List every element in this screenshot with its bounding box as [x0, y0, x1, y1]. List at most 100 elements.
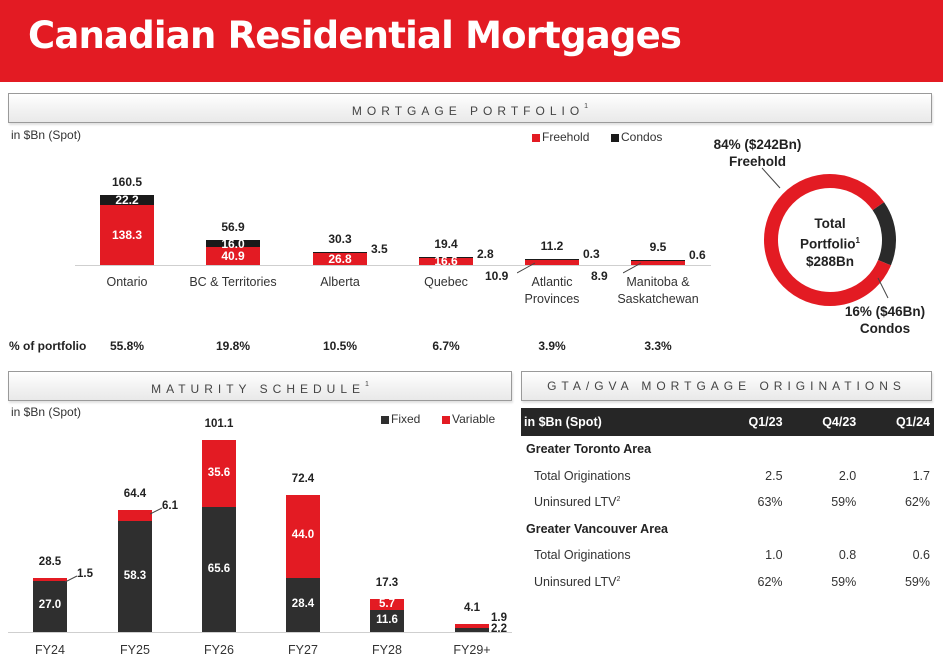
pct-of-portfolio-value: 3.9%: [538, 339, 566, 353]
cell-value: 63%: [757, 495, 783, 510]
region-label-line1: BC & Territories: [189, 275, 277, 289]
originations-header-row: in $Bn (Spot) Q1/23 Q4/23 Q1/24: [521, 408, 934, 436]
fixed-legend-label: Fixed: [391, 412, 421, 426]
cell-value: 1.7: [912, 468, 930, 483]
leader-line: [517, 262, 536, 274]
condos-value-label: 3.5: [371, 241, 388, 256]
bar-total-label: 11.2: [540, 239, 564, 254]
variable-legend-label: Variable: [452, 412, 496, 426]
donut-chart: [764, 174, 896, 306]
region-label: Atlantic Provinces: [497, 274, 607, 308]
freehold-bar: [525, 260, 579, 265]
section-gva: Greater Vancouver Area: [526, 521, 668, 536]
row-label: Total Originations: [534, 548, 631, 563]
donut-freehold-slice: [764, 174, 891, 306]
variable-value-label: 1.9: [491, 612, 507, 625]
freehold-legend-label: Freehold: [542, 130, 590, 144]
cell-value: 62%: [757, 574, 783, 589]
region-label: Alberta: [285, 274, 395, 291]
variable-bar: [286, 494, 320, 579]
table-row: Uninsured LTV2 62% 59% 59%: [521, 569, 934, 596]
freehold-legend-swatch: [532, 134, 540, 142]
variable-bar: [33, 577, 67, 581]
row-label: Uninsured LTV: [534, 495, 617, 510]
section-gta: Greater Toronto Area: [526, 442, 652, 457]
cell-value: 0.6: [912, 548, 930, 563]
maturity-baseline: [8, 632, 512, 633]
variable-value-label: 1.5: [77, 567, 93, 580]
row-label-sup: 2: [616, 496, 621, 504]
originations-col-q1-23: Q1/23: [712, 408, 787, 436]
donut-freehold-leader: [761, 167, 781, 189]
condos-legend-swatch: [611, 134, 619, 142]
donut-condos-name: Condos: [859, 321, 911, 336]
bar-total-label: 56.9: [221, 220, 245, 235]
variable-value-label: 35.6: [207, 466, 231, 479]
cell-value: 62%: [904, 495, 930, 510]
originations-col-q1-24: Q1/24: [860, 408, 934, 436]
freehold-bar: [206, 247, 260, 265]
donut-center-text: Total Portfolio1 $288Bn: [775, 215, 885, 270]
row-label-wrap: Uninsured LTV2: [521, 489, 713, 516]
region-label-line2: Provinces: [524, 292, 580, 306]
fixed-bar: [455, 627, 489, 632]
freehold-bar: [631, 261, 685, 265]
fixed-legend-swatch: [381, 416, 389, 424]
freehold-value-label: 40.9: [221, 249, 245, 264]
table-section-row: Greater Vancouver Area: [521, 516, 934, 543]
year-label: FY28: [372, 643, 402, 657]
mortgage-portfolio-header-sup: 1: [584, 103, 589, 110]
leader-line: [150, 507, 163, 515]
row-label-wrap: Uninsured LTV2: [521, 569, 713, 596]
variable-leader-line: [65, 575, 78, 583]
region-label-line1: Alberta: [320, 275, 360, 289]
donut-leader-lines: [761, 167, 889, 299]
condos-bar: [100, 195, 154, 205]
freehold-leader-line: [623, 262, 642, 274]
leader-line: [65, 575, 78, 583]
pct-of-portfolio-value: 3.3%: [644, 339, 672, 353]
portfolio-baseline: [75, 265, 711, 266]
bar-total-label: 28.5: [38, 555, 62, 568]
fixed-bar: [286, 578, 320, 632]
bar-total-label: 17.3: [375, 577, 399, 590]
row-label: Total Originations: [534, 468, 631, 483]
table-row: Total Originations 1.0 0.8 0.6: [521, 542, 934, 569]
condos-value-label: 16.0: [221, 236, 245, 251]
bar-total-label: 4.1: [464, 602, 480, 615]
condos-value-label: 0.3: [583, 247, 600, 262]
bar-total-label: 30.3: [328, 231, 352, 246]
fixed-value-label: 28.4: [291, 598, 315, 611]
freehold-bar: [100, 204, 154, 265]
year-label: FY24: [35, 643, 65, 657]
maturity-schedule-header-text: MATURITY SCHEDULE: [151, 382, 365, 396]
region-label: Ontario: [72, 274, 182, 291]
portfolio-units-label: in $Bn (Spot): [11, 128, 82, 142]
originations-col-q4-23: Q4/23: [786, 408, 861, 436]
bar-total-label: 160.5: [111, 175, 143, 189]
leader-line: [623, 262, 642, 274]
donut-freehold-label: 84% ($242Bn) Freehold: [700, 136, 815, 170]
donut-center-line1: Total: [814, 216, 846, 231]
freehold-leader-line: [517, 262, 536, 274]
bar-total-label: 64.4: [123, 487, 147, 500]
variable-leader-line: [150, 507, 163, 515]
pct-of-portfolio-value: 6.7%: [432, 339, 460, 353]
condos-legend-label: Condos: [621, 130, 663, 144]
condos-bar: [206, 240, 260, 248]
condos-bar: [631, 260, 685, 262]
region-label-line2: Saskatchewan: [617, 292, 699, 306]
freehold-bar: [313, 253, 367, 265]
condos-value-label: 0.6: [689, 248, 706, 263]
page-title: Canadian Residential Mortgages: [28, 14, 682, 57]
fixed-value-label: 65.6: [207, 562, 231, 575]
row-label-sup: 2: [616, 575, 621, 583]
pct-of-portfolio-value: 55.8%: [109, 339, 145, 353]
mortgage-portfolio-header: MORTGAGE PORTFOLIO1: [8, 93, 932, 123]
pct-of-portfolio-value: 10.5%: [322, 339, 358, 353]
fixed-value-label: 58.3: [123, 569, 147, 582]
bar-total-label: 72.4: [291, 472, 315, 485]
donut-center-sup: 1: [855, 236, 860, 245]
table-row: Total Originations 2.5 2.0 1.7: [521, 463, 934, 490]
cell-value: 0.8: [838, 548, 857, 563]
